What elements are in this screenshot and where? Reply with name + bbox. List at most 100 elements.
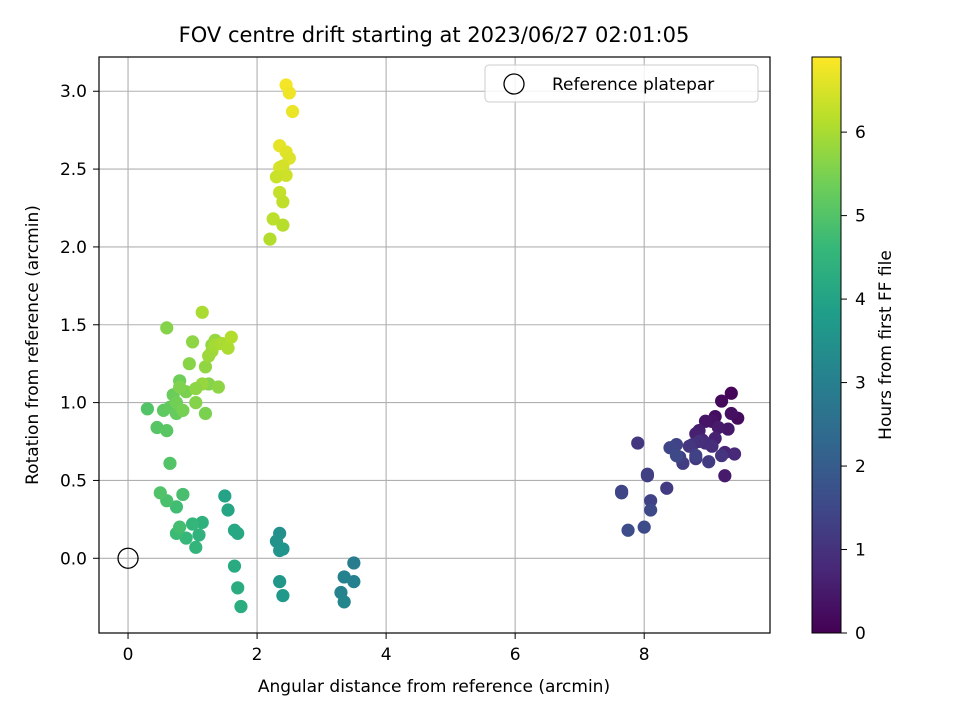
colorbar-tick-label: 5: [855, 207, 866, 227]
legend-box: [484, 64, 759, 103]
data-point: [724, 386, 738, 400]
data-point: [615, 486, 629, 500]
data-point: [160, 321, 174, 335]
data-point: [718, 469, 732, 483]
y-tick-label: 2.5: [60, 160, 87, 180]
reference-point: [117, 547, 139, 569]
x-axis-label: Angular distance from reference (arcmin): [258, 677, 610, 697]
colorbar: 0 1 2 3 4 5 6 Hours from first FF file: [811, 56, 896, 644]
data-point: [198, 360, 213, 374]
y-tick-label: 2.0: [60, 238, 87, 258]
data-point: [224, 330, 238, 344]
y-axis-label: Rotation from reference (arcmin): [23, 205, 43, 485]
data-points: [140, 78, 745, 614]
data-point: [266, 212, 280, 226]
data-point: [644, 503, 658, 517]
data-point: [621, 523, 635, 537]
x-tick-label: 8: [639, 645, 650, 665]
x-tick-label: 2: [252, 645, 263, 665]
x-tick-label: 6: [510, 645, 521, 665]
data-point: [195, 515, 209, 530]
data-point: [276, 218, 290, 232]
data-point: [276, 195, 290, 209]
data-point: [727, 447, 742, 461]
data-point: [279, 168, 293, 182]
data-point: [218, 489, 232, 503]
colorbar-tick-label: 6: [855, 123, 866, 143]
colorbar-tick-label: 4: [855, 290, 866, 310]
legend-entry-label: Reference platepar: [552, 75, 714, 95]
data-point: [211, 380, 225, 394]
data-point: [176, 403, 190, 417]
data-point: [189, 396, 203, 410]
data-point: [269, 170, 284, 184]
data-point: [276, 589, 290, 603]
data-point: [234, 599, 248, 614]
data-point: [189, 540, 203, 554]
colorbar-ticks: 0 1 2 3 4 5 6: [841, 123, 866, 644]
data-point: [631, 436, 645, 450]
data-point: [702, 455, 716, 469]
y-tick-label: 1.5: [60, 316, 87, 336]
data-point: [689, 448, 703, 463]
legend: Reference platepar: [484, 64, 759, 103]
data-point: [169, 500, 184, 514]
colorbar-tick-label: 3: [855, 374, 866, 394]
data-point: [227, 559, 242, 573]
data-point: [640, 467, 655, 481]
data-point: [273, 575, 287, 589]
data-point: [282, 86, 296, 100]
data-point: [263, 232, 277, 246]
data-point: [153, 486, 167, 500]
data-point: [195, 305, 209, 319]
data-point: [173, 380, 187, 394]
data-point: [347, 556, 361, 570]
data-point: [644, 494, 658, 508]
data-point: [198, 406, 213, 421]
colorbar-gradient: [811, 56, 842, 634]
data-point: [185, 335, 200, 349]
data-point: [682, 439, 696, 453]
data-point: [173, 520, 187, 534]
data-point: [221, 503, 235, 517]
data-point: [185, 517, 200, 531]
data-point: [715, 394, 729, 408]
data-point: [192, 528, 206, 542]
data-point: [705, 439, 719, 453]
legend-marker-open-circle: [503, 73, 525, 95]
data-point: [160, 424, 174, 438]
x-tick-label: 0: [123, 645, 134, 665]
data-point: [660, 481, 674, 495]
data-point: [715, 448, 729, 463]
data-point: [711, 420, 725, 435]
data-point: [221, 341, 235, 355]
reference-platepar-marker: [117, 547, 139, 569]
x-tick-label: 4: [381, 645, 392, 665]
data-point: [337, 570, 351, 584]
data-point: [176, 487, 190, 502]
colorbar-tick-label: 2: [855, 457, 866, 477]
colorbar-tick-label: 1: [855, 541, 866, 561]
y-tick-label: 0.0: [60, 549, 87, 569]
data-point: [189, 381, 203, 396]
data-point: [140, 402, 154, 416]
colorbar-tick-label: 0: [855, 624, 866, 644]
chart-title: FOV centre drift starting at 2023/06/27 …: [179, 23, 690, 47]
y-axis-ticks: 0.0 0.5 1.0 1.5 2.0 2.5 3.0: [60, 82, 99, 569]
colorbar-label: Hours from first FF file: [876, 250, 896, 440]
data-point: [285, 104, 300, 119]
data-point: [231, 526, 245, 540]
data-point: [669, 448, 684, 463]
data-point: [231, 581, 245, 595]
grid-lines: [99, 57, 770, 633]
data-point: [276, 542, 290, 556]
y-tick-label: 0.5: [60, 471, 87, 491]
data-point: [163, 456, 177, 470]
data-point: [337, 595, 351, 609]
x-axis-ticks: 0 2 4 6 8: [123, 633, 650, 665]
data-point: [724, 406, 738, 421]
y-tick-label: 3.0: [60, 82, 87, 102]
data-point: [698, 414, 713, 428]
y-tick-label: 1.0: [60, 394, 87, 414]
